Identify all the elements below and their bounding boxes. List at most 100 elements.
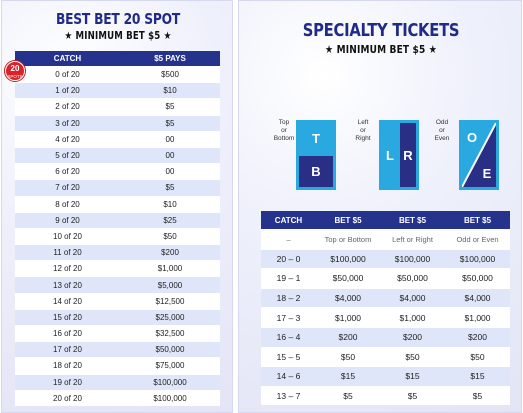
pays-cell: $50,000: [155, 345, 185, 355]
catch-cell: 13 – 7: [276, 391, 301, 402]
table-row: 17 of 20 $50,000: [15, 341, 220, 358]
pays-cell: $5: [165, 183, 175, 193]
left-right-label: Left or Right: [349, 119, 377, 143]
catch-cell: 20 – 0: [276, 253, 301, 264]
catch-cell: 19 – 1: [276, 273, 301, 284]
table-row: 9 of 20 $25: [15, 211, 220, 228]
left-right-pay-cell: $4,000: [399, 293, 426, 304]
top-bottom-pay-cell: $15: [340, 371, 356, 382]
catch-cell: 5 of 20: [55, 151, 80, 161]
label-line: or: [281, 127, 287, 134]
table-row: 19 – 1 $50,000 $50,000 $50,000: [261, 268, 510, 288]
ticket-type-row: – Top or Bottom Left or Right Odd or Eve…: [261, 229, 510, 249]
top-half: T: [299, 123, 333, 154]
table-row: 4 of 20 00: [15, 130, 220, 147]
catch-cell: 20 of 20: [53, 393, 82, 403]
label-line: Left: [357, 119, 369, 126]
pays-cell: $5: [165, 118, 175, 128]
top-bottom-pay-cell: $5: [343, 391, 353, 402]
table-body: – Top or Bottom Left or Right Odd or Eve…: [261, 229, 510, 406]
catch-cell: 11 of 20: [53, 248, 82, 258]
odd-even-pay-cell: $50,000: [462, 273, 493, 284]
left-right-pay-cell: $100,000: [394, 253, 431, 264]
pays-cell: $10: [163, 86, 177, 96]
catch-cell: 2 of 20: [55, 102, 80, 112]
header-bet-top-bottom: BET $5: [334, 215, 362, 225]
table-row: 8 of 20 $10: [15, 195, 220, 212]
left-right-pay-cell: $1,000: [399, 312, 426, 323]
catch-cell: 16 – 4: [276, 332, 301, 343]
top-bottom-pay-cell: $50: [340, 351, 356, 362]
table-header: CATCH $5 PAYS: [15, 51, 220, 66]
table-row: 15 of 20 $25,000: [15, 308, 220, 325]
catch-cell: 0 of 20: [55, 70, 80, 80]
label-line: Bottom: [273, 135, 295, 142]
label-line: Right: [355, 135, 371, 142]
specialty-pay-table: CATCH BET $5 BET $5 BET $5 – Top or Bott…: [261, 211, 510, 406]
subheader-cell: Odd or Even: [456, 234, 499, 244]
catch-cell: 18 of 20: [53, 361, 82, 371]
table-row: 3 of 20 $5: [15, 114, 220, 131]
table-row: 11 of 20 $200: [15, 244, 220, 261]
top-bottom-pay-cell: $1,000: [335, 312, 361, 323]
table-row: 20 of 20 $100,000: [15, 389, 220, 406]
pays-cell: 00: [165, 134, 175, 144]
label-line: or: [360, 127, 366, 134]
catch-cell: 6 of 20: [55, 167, 80, 177]
catch-cell: 14 – 6: [276, 371, 301, 382]
table-row: 17 – 3 $1,000 $1,000 $1,000: [261, 307, 510, 327]
table-row: 15 – 5 $50 $50 $50: [261, 346, 510, 367]
odd-even-pay-cell: $200: [468, 332, 487, 343]
left-half: L: [382, 123, 398, 187]
left-right-pay-cell: $50,000: [397, 273, 428, 284]
pays-cell: 00: [165, 151, 175, 161]
odd-even-pay-cell: $100,000: [459, 253, 496, 264]
pays-cell: $100,000: [153, 393, 187, 403]
odd-even-pay-cell: $15: [470, 371, 485, 382]
specialty-tickets-panel: SPECIALTY TICKETS ★ MINIMUM BET $5 ★ Top…: [238, 0, 522, 413]
table-row: 20 – 0 $100,000 $100,000 $100,000: [261, 248, 510, 269]
label-line: Top: [278, 119, 290, 126]
bottom-half: B: [299, 156, 333, 187]
top-bottom-pay-cell: $100,000: [330, 253, 366, 264]
best-bet-20-spot-panel: BEST BET 20 SPOT ★ MINIMUM BET $5 ★ CATC…: [1, 0, 233, 413]
odd-even-pay-cell: $5: [472, 391, 483, 402]
catch-cell: 9 of 20: [55, 215, 80, 225]
20-spots-badge: 20 SPOTS: [5, 61, 25, 81]
table-row: 7 of 20 $5: [15, 179, 220, 196]
pays-cell: $32,500: [155, 329, 185, 339]
left-right-pay-cell: $15: [405, 371, 420, 382]
odd-even-pay-cell: $4,000: [464, 293, 491, 304]
table-row: 16 – 4 $200 $200 $200: [261, 326, 510, 347]
catch-cell: 13 of 20: [53, 280, 82, 290]
catch-cell: 18 – 2: [276, 293, 301, 304]
subheader-cell: Left or Right: [392, 234, 433, 244]
catch-cell: 16 of 20: [53, 329, 82, 339]
pays-cell: $50: [163, 231, 177, 241]
left-right-pay-cell: $5: [407, 391, 418, 402]
catch-cell: 3 of 20: [55, 118, 80, 128]
catch-cell: 14 of 20: [53, 296, 82, 306]
specialty-minimum-bet: ★ MINIMUM BET $5 ★: [325, 43, 437, 56]
table-row: 10 of 20 $50: [15, 227, 220, 245]
pays-cell: $25: [163, 215, 177, 225]
specialty-title: SPECIALTY TICKETS: [302, 20, 460, 41]
left-right-ticket: L R: [379, 120, 419, 190]
badge-label: SPOTS: [7, 74, 23, 79]
pays-cell: $12,500: [155, 296, 185, 306]
table-row: 18 – 2 $4,000 $4,000 $4,000: [261, 287, 510, 308]
table-row: 2 of 20 $5: [15, 98, 220, 115]
catch-cell: 7 of 20: [55, 183, 80, 193]
table-row: 14 of 20 $12,500: [15, 292, 220, 309]
pays-cell: $1,000: [157, 264, 183, 274]
pays-cell: $75,000: [155, 361, 185, 371]
badge-number: 20: [10, 64, 20, 73]
header-catch: CATCH: [274, 215, 303, 225]
table-row: 5 of 20 00: [15, 146, 220, 164]
header-pays: $5 PAYS: [154, 54, 186, 63]
pays-cell: $25,000: [155, 312, 185, 322]
catch-cell: 1 of 20: [55, 86, 80, 96]
right-half: R: [400, 123, 416, 187]
top-bottom-label: Top or Bottom: [271, 119, 297, 143]
